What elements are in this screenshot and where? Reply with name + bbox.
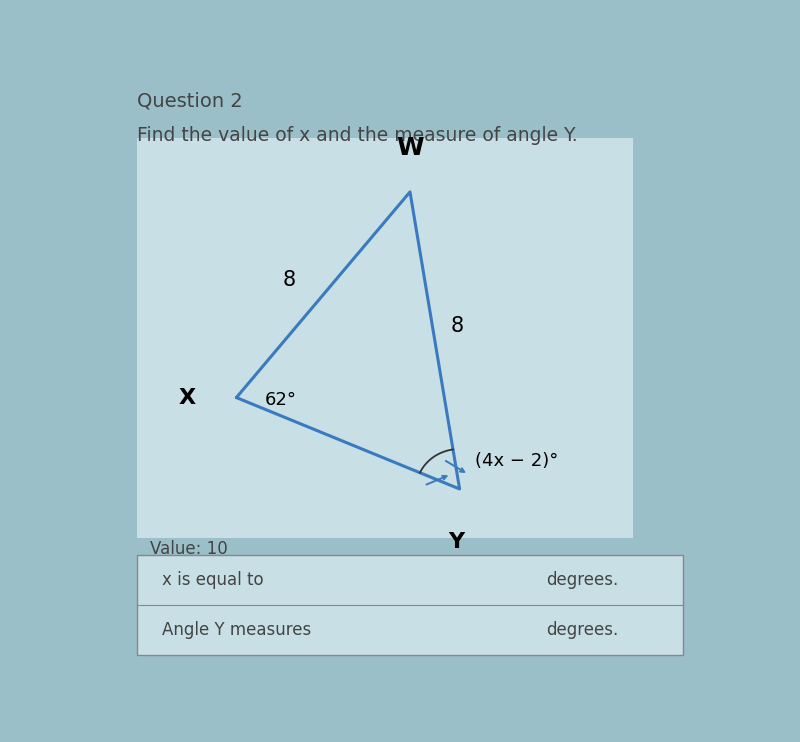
Text: x is equal to: x is equal to: [162, 571, 264, 588]
Text: degrees.: degrees.: [546, 571, 618, 588]
Text: (4x − 2)°: (4x − 2)°: [475, 452, 558, 470]
Text: Y: Y: [449, 532, 465, 552]
Text: degrees.: degrees.: [546, 620, 618, 639]
FancyBboxPatch shape: [138, 137, 634, 537]
Text: Question 2: Question 2: [138, 92, 243, 111]
Text: 8: 8: [282, 270, 296, 290]
Text: Find the value of x and the measure of angle Y.: Find the value of x and the measure of a…: [138, 126, 578, 145]
Text: Value: 10: Value: 10: [150, 540, 227, 558]
FancyBboxPatch shape: [138, 555, 682, 654]
Text: X: X: [179, 387, 196, 407]
Text: 62°: 62°: [264, 392, 296, 410]
Text: 8: 8: [450, 316, 463, 336]
Text: W: W: [396, 137, 424, 160]
Text: Angle Y measures: Angle Y measures: [162, 620, 311, 639]
